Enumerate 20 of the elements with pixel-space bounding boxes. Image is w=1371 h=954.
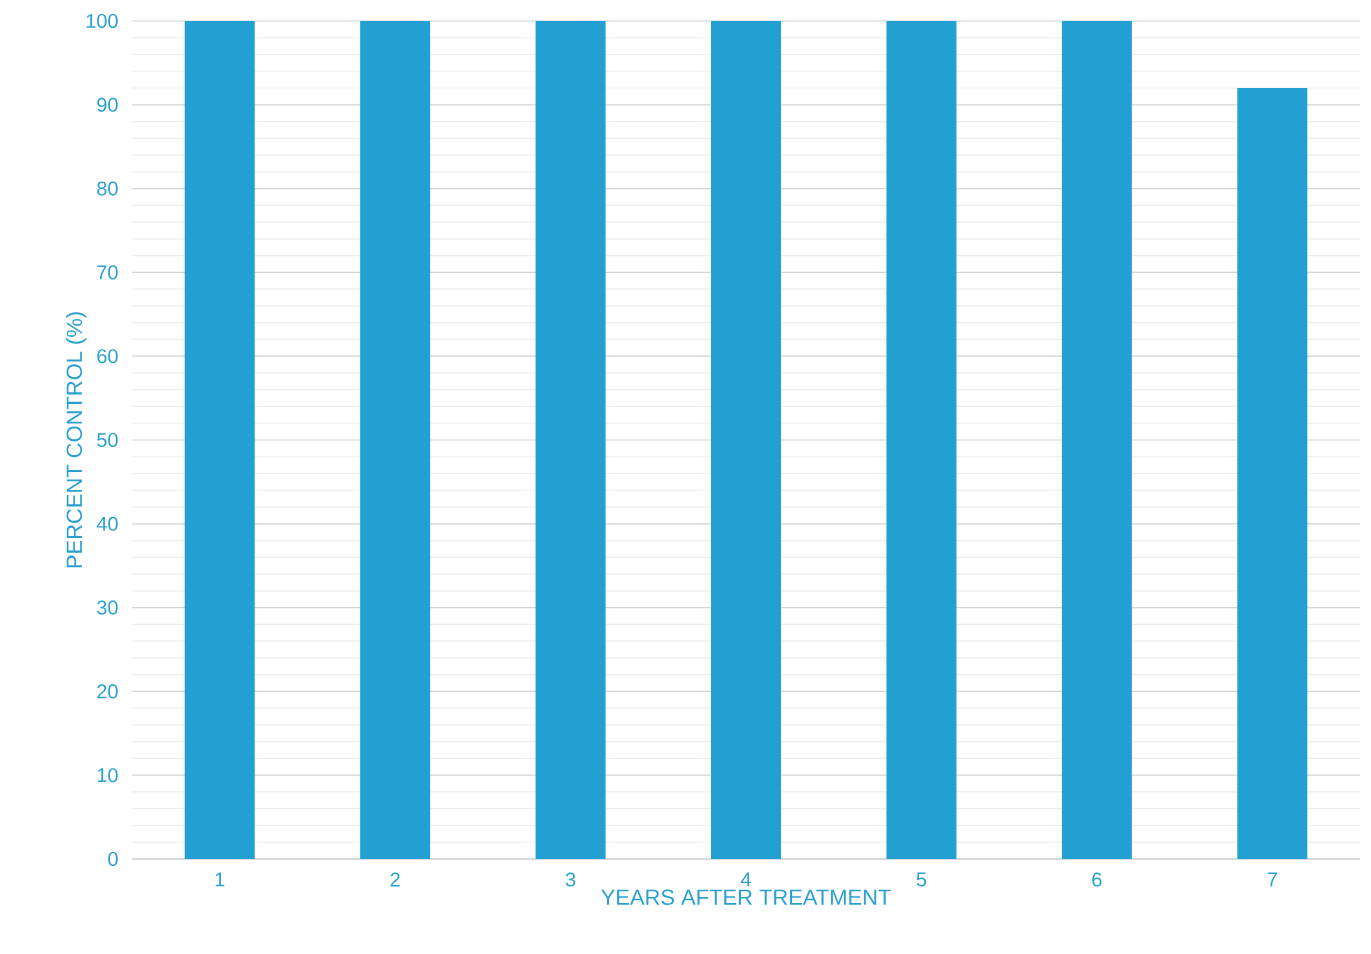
x-tick-label: 3 — [565, 872, 576, 887]
x-tick-label: 1 — [215, 872, 225, 887]
y-tick-label: 60 — [97, 349, 118, 364]
y-tick-label: 80 — [97, 181, 118, 196]
y-tick-label: 50 — [97, 432, 118, 448]
x-tick-label: 5 — [916, 872, 927, 887]
x-tick-label: 6 — [1092, 872, 1102, 887]
y-axis-title: PERCENT CONTROL (%) — [65, 312, 87, 568]
y-tick-label: 40 — [96, 516, 118, 531]
y-tick-label: 10 — [97, 768, 118, 783]
y-tick-label: 70 — [97, 265, 118, 280]
y-tick-label: 30 — [97, 600, 118, 615]
y-tick-label: 100 — [86, 13, 118, 29]
x-tick-label: 7 — [1267, 872, 1277, 887]
y-tick-label: 90 — [97, 97, 118, 112]
y-tick-label: 0 — [108, 851, 118, 867]
x-axis-title: YEARS AFTER TREATMENT — [601, 889, 891, 905]
x-tick-label: 2 — [390, 872, 400, 887]
x-tick-label: 4 — [740, 872, 751, 887]
y-tick-label: 20 — [97, 684, 118, 699]
